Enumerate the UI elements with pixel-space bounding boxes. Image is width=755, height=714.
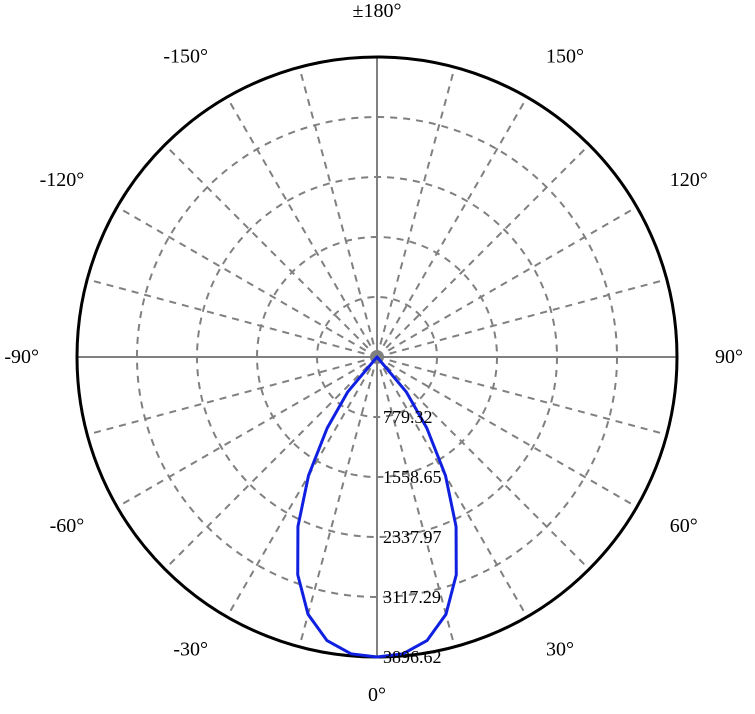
radial-label: 3896.62: [383, 647, 442, 667]
grid-spoke: [299, 357, 377, 647]
angle-label: -90°: [4, 346, 39, 368]
angle-label: 120°: [670, 169, 708, 191]
angle-label: 30°: [546, 639, 574, 661]
angle-label: -60°: [50, 515, 85, 537]
grid-spoke: [227, 97, 377, 357]
angle-label: 150°: [546, 45, 584, 67]
grid-spoke: [165, 357, 377, 569]
radial-label: 779.32: [383, 407, 433, 427]
radial-label: 3117.29: [383, 587, 441, 607]
grid-spoke: [377, 145, 589, 357]
grid-spoke: [377, 97, 527, 357]
angle-label: 0°: [368, 684, 386, 706]
grid-spoke: [377, 207, 637, 357]
grid-spoke: [165, 145, 377, 357]
radial-label: 1558.65: [383, 467, 442, 487]
grid-spoke: [117, 207, 377, 357]
angle-label: -30°: [173, 639, 208, 661]
angle-label: -120°: [40, 169, 85, 191]
grid-spoke: [117, 357, 377, 507]
grid-spoke: [377, 279, 667, 357]
grid-spoke: [227, 357, 377, 617]
grid-spoke: [87, 357, 377, 435]
polar-chart: 779.32 1558.65 2337.97 3117.29 3896.62 0° 30° 6…: [0, 0, 755, 714]
grid-spoke: [299, 67, 377, 357]
angle-label: ±180°: [353, 0, 402, 22]
radial-label: 2337.97: [383, 527, 442, 547]
angle-label: 60°: [670, 515, 698, 537]
angle-label: 90°: [715, 346, 743, 368]
angle-label: -150°: [163, 45, 208, 67]
grid-spoke: [377, 67, 455, 357]
grid-spoke: [87, 279, 377, 357]
